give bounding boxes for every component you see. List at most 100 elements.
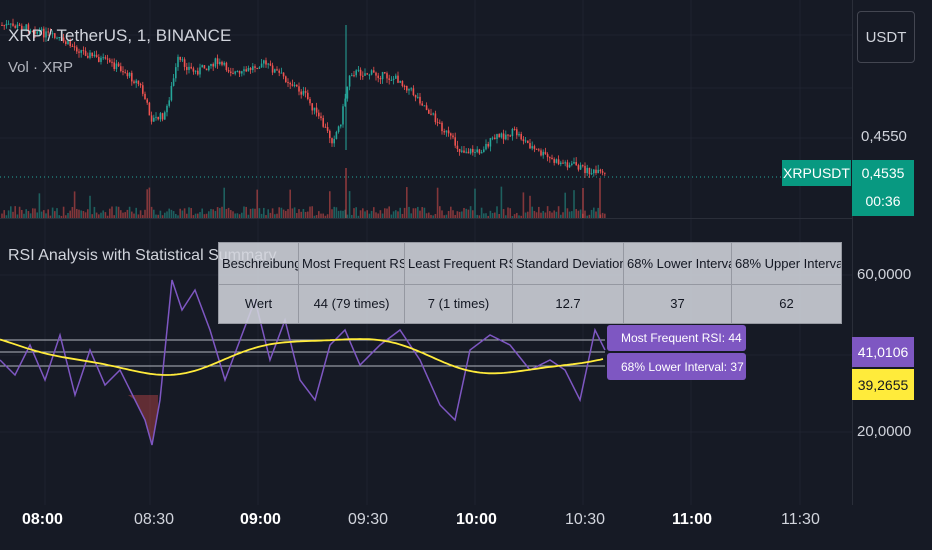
volume-bar [34, 208, 36, 218]
volume-bar [278, 207, 280, 218]
volume-bar [601, 212, 604, 218]
volume-bar [43, 210, 45, 218]
candle-body [166, 105, 168, 113]
candle-body [14, 25, 16, 28]
candle-body [542, 151, 544, 156]
candle-body [588, 167, 591, 175]
candle-body [267, 63, 269, 65]
volume-bar [502, 209, 505, 218]
volume-bar [36, 212, 38, 218]
candle-body [423, 105, 426, 107]
candle-body [269, 63, 272, 66]
indicator-title[interactable]: RSI Analysis with Statistical Summary [8, 247, 277, 264]
candle-body [153, 117, 155, 122]
table-header-cell: Beschreibung [218, 242, 299, 285]
candle-body [487, 143, 489, 147]
candle-body [104, 57, 107, 59]
candle-body [148, 102, 151, 116]
volume-bar [219, 208, 221, 218]
volume-bar [450, 206, 452, 218]
candle-body [38, 30, 41, 32]
symbol-title[interactable]: XRP / TetherUS, 1, BINANCE [8, 26, 232, 45]
candle-body [593, 169, 595, 174]
volume-legend[interactable]: Vol · XRP [8, 59, 74, 76]
rsi-value-tag: 41,0106 [852, 337, 914, 367]
volume-bar [234, 213, 236, 218]
candle-body [159, 113, 162, 120]
volume-bar [586, 215, 588, 218]
candle-body [282, 72, 285, 77]
time-axis-label: 10:00 [456, 511, 497, 528]
volume-bar [456, 211, 459, 218]
volume-bar [93, 206, 96, 218]
volume-bar [14, 206, 16, 218]
currency-button[interactable]: USDT [857, 11, 915, 63]
candle-body [524, 140, 527, 142]
candle-body [544, 151, 547, 155]
candle-body [516, 129, 518, 136]
candlestick-series [1, 18, 606, 178]
candle-body [168, 100, 170, 106]
candle-body [287, 82, 289, 84]
candle-body [65, 41, 67, 45]
volume-bar [95, 212, 98, 218]
candle-body [452, 135, 454, 138]
volume-bar [274, 214, 276, 218]
volume-bar [18, 206, 21, 218]
volume-bar [560, 214, 562, 218]
candle-body [373, 70, 375, 73]
volume-bar [386, 208, 388, 218]
volume-bar [71, 207, 74, 218]
candle-body [474, 152, 476, 154]
volume-bar [148, 187, 151, 218]
rsi-interval-lines [0, 339, 605, 367]
volume-bar [203, 214, 206, 218]
volume-bar [1, 213, 3, 218]
candle-body [265, 60, 267, 65]
candle-body [476, 149, 478, 153]
candle-body [278, 70, 280, 73]
candle-body [93, 54, 96, 57]
candle-body [155, 116, 157, 118]
volume-bar [410, 213, 412, 218]
volume-bar [500, 186, 503, 218]
volume-bar [529, 195, 531, 218]
candle-body [289, 82, 291, 85]
most-frequent-label: Most Frequent RSI: 44 [607, 325, 746, 351]
volume-bar [322, 213, 324, 218]
volume-bar [150, 206, 153, 218]
volume-bar [520, 215, 522, 218]
candle-body [56, 37, 58, 39]
volume-bar [538, 206, 540, 218]
time-axis-label: 10:30 [565, 511, 606, 528]
volume-bar [377, 213, 379, 218]
candle-body [379, 78, 382, 80]
candle-body [337, 126, 340, 132]
candle-body [522, 139, 525, 142]
volume-bar [425, 213, 428, 218]
candle-body [364, 73, 366, 76]
candle-body [181, 59, 184, 61]
candle-body [111, 61, 113, 63]
candle-body [480, 152, 483, 154]
volume-bar [432, 215, 434, 218]
volume-bar [78, 209, 80, 218]
volume-bar [582, 188, 584, 218]
time-axis-label: 11:00 [672, 511, 713, 528]
volume-bar [252, 208, 254, 218]
candle-body [511, 129, 514, 137]
candle-body [428, 109, 430, 114]
volume-bar [190, 208, 192, 218]
volume-bar [507, 207, 509, 218]
candle-body [109, 59, 111, 62]
volume-bar [142, 215, 144, 218]
candle-body [280, 72, 283, 74]
volume-bar [166, 211, 168, 218]
volume-bar [579, 209, 582, 218]
volume-bar [546, 206, 549, 218]
volume-bar [293, 207, 296, 218]
candle-body [577, 165, 580, 170]
candle-body [45, 31, 47, 38]
candle-body [309, 99, 311, 104]
